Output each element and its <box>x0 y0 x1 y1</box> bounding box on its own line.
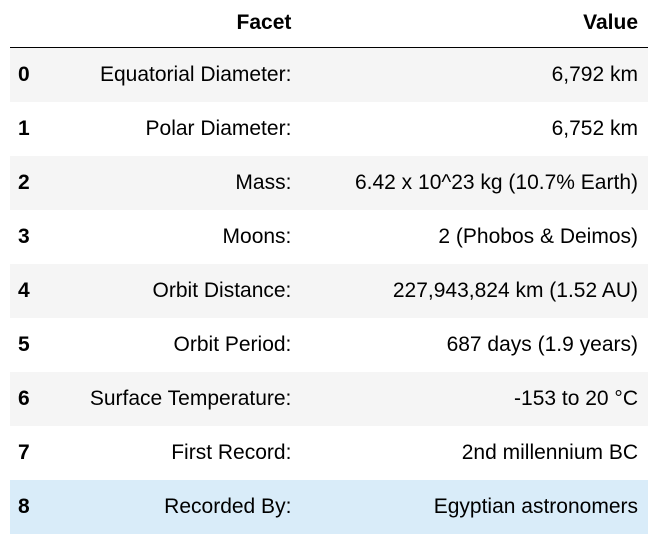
table-row: 0 Equatorial Diameter: 6,792 km <box>10 47 648 102</box>
value-cell: 2 (Phobos & Deimos) <box>438 225 638 248</box>
row-index: 8 <box>10 480 48 534</box>
row-index: 6 <box>10 372 48 426</box>
table-row: 2 Mass: 6.42 x 10^23 kg (10.7% Earth) <box>10 156 648 210</box>
table-body: 0 Equatorial Diameter: 6,792 km 1 Polar Diam… <box>10 47 648 534</box>
value-cell: 687 days (1.9 years) <box>446 333 638 356</box>
row-index: 2 <box>10 156 48 210</box>
facet-cell: Surface Temperature: <box>48 372 302 426</box>
facet-cell: Polar Diameter: <box>145 117 292 140</box>
table-header: Facet Value <box>10 0 648 48</box>
column-header: Facet <box>48 0 302 48</box>
value-cell: 2nd millennium BC <box>461 441 638 464</box>
facet-cell: Moons: <box>222 225 292 248</box>
dataframe-table: Facet Value 0 Equatorial Diameter: 6,792 k… <box>10 0 648 534</box>
column-header: Value <box>301 0 648 48</box>
row-index: 0 <box>10 47 48 102</box>
value-cell: 6,792 km <box>301 47 648 102</box>
value-cell: 6,752 km <box>551 117 638 140</box>
row-index: 1 <box>18 117 30 140</box>
value-cell: 6.42 x 10^23 kg (10.7% Earth) <box>301 156 648 210</box>
row-index: 3 <box>18 225 30 248</box>
table-row: 1 Polar Diameter: 6,752 km <box>10 102 648 156</box>
index-header <box>10 0 48 48</box>
value-cell: Egyptian astronomers <box>301 480 648 534</box>
value-cell: -153 to 20 °C <box>301 372 648 426</box>
value-cell: 227,943,824 km (1.52 AU) <box>301 264 648 318</box>
row-index: 5 <box>18 333 30 356</box>
table-row: 8 Recorded By: Egyptian astronomers <box>10 480 648 534</box>
table-row: 7 First Record: 2nd millennium BC <box>10 426 648 480</box>
table-row: 6 Surface Temperature: -153 to 20 °C <box>10 372 648 426</box>
table-row: 5 Orbit Period: 687 days (1.9 years) <box>10 318 648 372</box>
facet-cell: Orbit Distance: <box>48 264 302 318</box>
row-index: 4 <box>10 264 48 318</box>
facet-cell: Orbit Period: <box>173 333 292 356</box>
facet-cell: Recorded By: <box>48 480 302 534</box>
table-row: 4 Orbit Distance: 227,943,824 km (1.52 AU) <box>10 264 648 318</box>
facet-cell: Mass: <box>48 156 302 210</box>
header-row: Facet Value <box>10 0 648 48</box>
table-row: 3 Moons: 2 (Phobos & Deimos) <box>10 210 648 264</box>
facet-cell: First Record: <box>171 441 292 464</box>
row-index: 7 <box>18 441 30 464</box>
facet-cell: Equatorial Diameter: <box>48 47 302 102</box>
